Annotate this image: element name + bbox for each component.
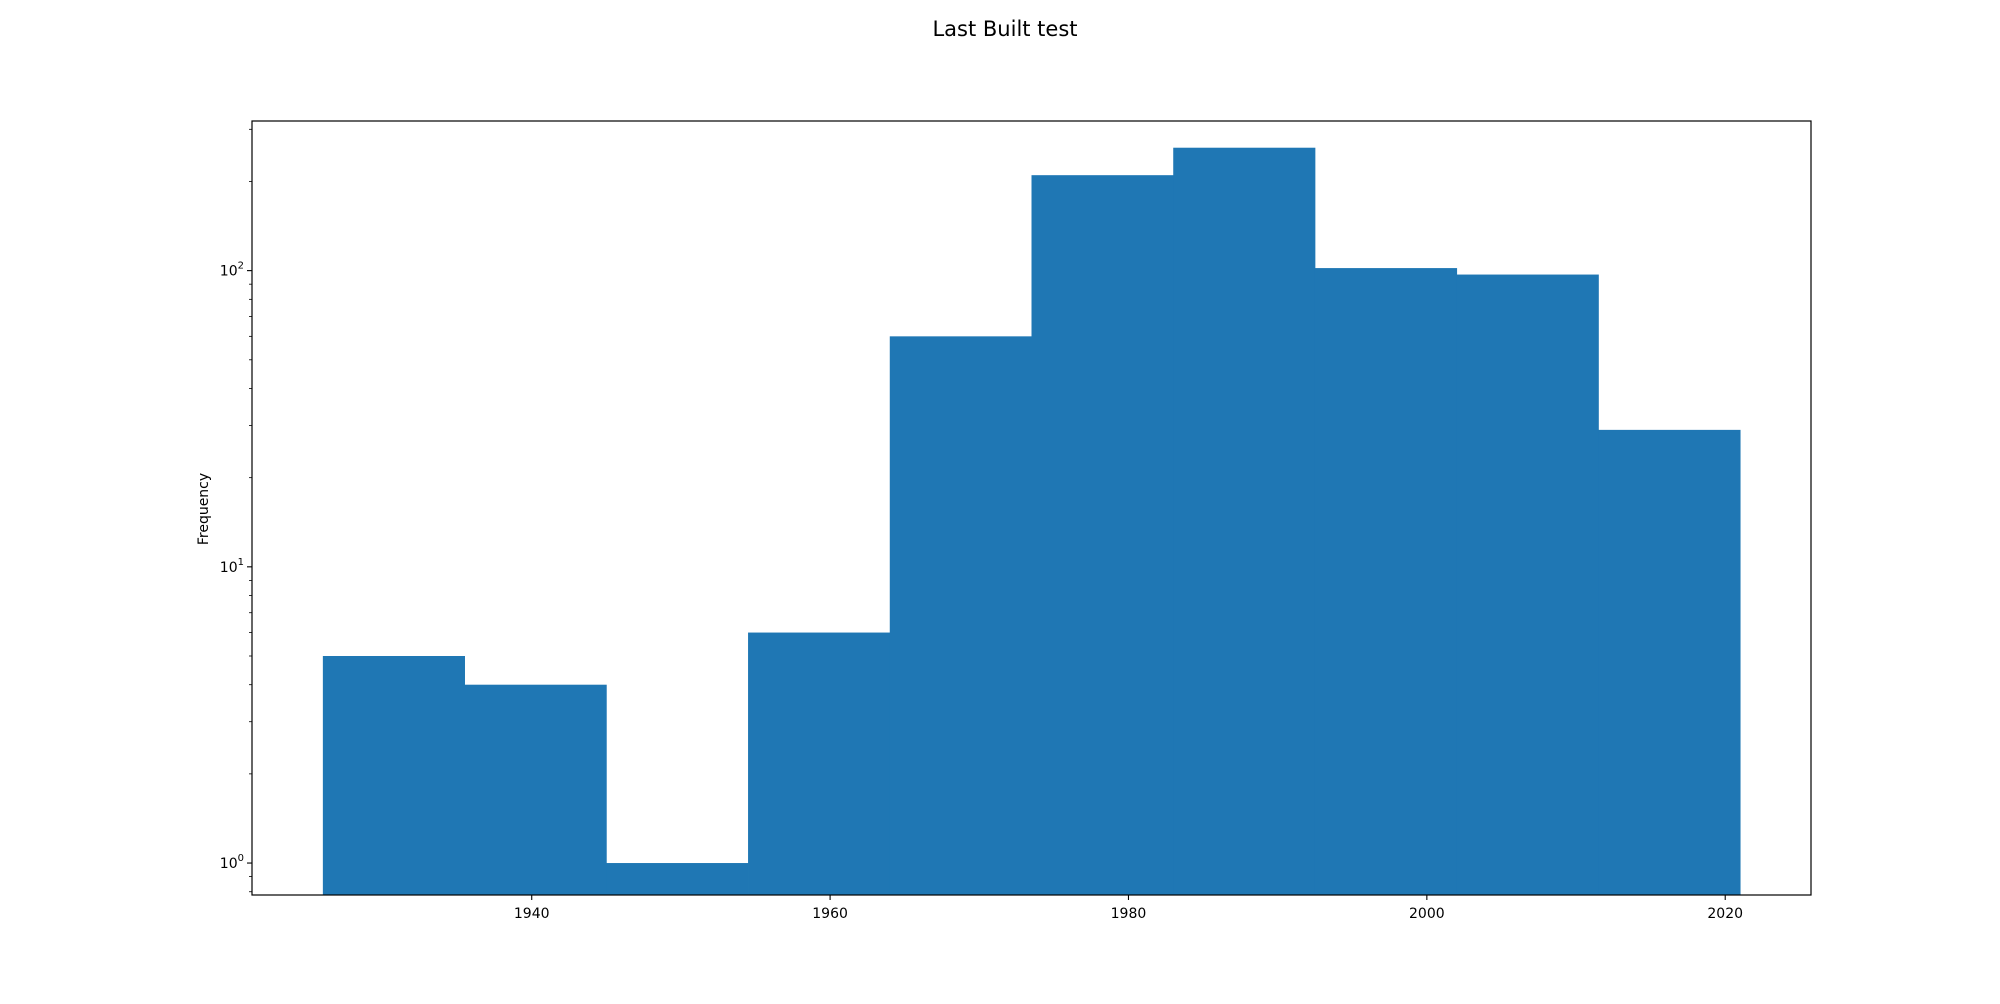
histogram-bar bbox=[322, 656, 465, 895]
histogram-bar bbox=[1456, 274, 1599, 895]
plot-frame bbox=[251, 120, 1812, 896]
chart-title: Last Built test bbox=[932, 17, 1077, 41]
histogram-bar bbox=[1031, 175, 1174, 895]
histogram-bar bbox=[464, 684, 607, 895]
histogram-bar bbox=[889, 336, 1032, 896]
y-tick-label: 100 bbox=[220, 853, 244, 872]
histogram-bar bbox=[1173, 147, 1316, 895]
axis-ticks: 1940 1960 1980 2000 2020 100 101 102 bbox=[220, 128, 1743, 922]
x-tick-label: 1980 bbox=[1111, 906, 1147, 922]
histogram-bar bbox=[606, 863, 749, 895]
histogram-bar bbox=[1314, 268, 1458, 896]
y-tick-label: 101 bbox=[220, 557, 244, 576]
histogram-bar bbox=[1598, 429, 1741, 895]
x-tick-label: 2020 bbox=[1707, 906, 1743, 922]
x-tick-label: 2000 bbox=[1409, 906, 1445, 922]
y-axis-label: Frequency bbox=[196, 473, 212, 545]
bars-layer bbox=[322, 147, 1741, 896]
histogram-bar bbox=[748, 632, 891, 895]
x-tick-label: 1960 bbox=[812, 906, 848, 922]
y-tick-label: 102 bbox=[220, 261, 244, 280]
x-tick-label: 1940 bbox=[514, 906, 550, 922]
